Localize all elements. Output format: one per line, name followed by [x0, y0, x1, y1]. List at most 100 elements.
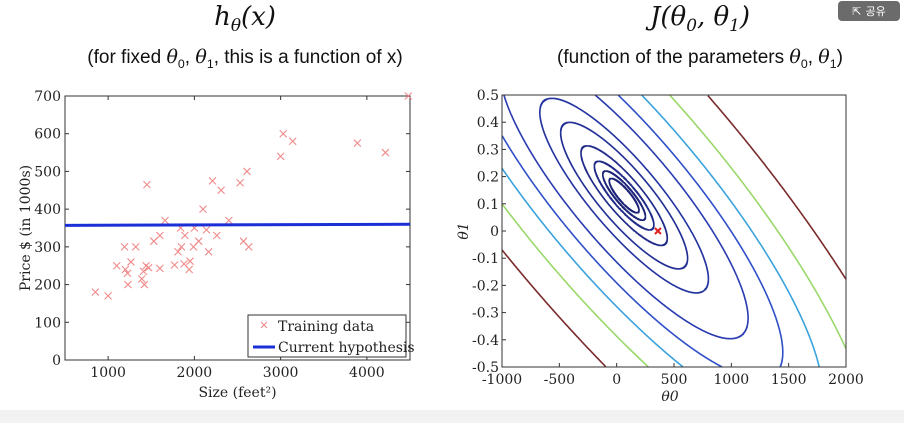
y-tick-label: -0.1: [472, 251, 499, 267]
x-tick-label: 3000: [263, 365, 299, 381]
training-data-point: [224, 216, 233, 225]
y-tick-label: -0.4: [472, 333, 499, 349]
contour-line: [503, 94, 749, 340]
share-label: 공유: [865, 5, 886, 18]
x-tick-label: 4000: [349, 365, 385, 381]
training-data-point: [194, 237, 203, 246]
y-tick-label: -0.5: [472, 360, 499, 376]
training-data-point: [170, 261, 179, 269]
contour-line: [539, 97, 710, 294]
training-data-point: [149, 237, 158, 246]
share-icon: ⇱: [852, 4, 862, 18]
y-tick-label: 0: [490, 224, 499, 240]
y-tick-label: 400: [34, 202, 61, 218]
left-subtitle: (for fixed θ0, θ1, this is a function of…: [87, 46, 403, 71]
y-tick-label: 0.3: [477, 142, 499, 158]
training-data-point: [243, 167, 251, 176]
y-tick-label: 0: [52, 353, 61, 369]
x-tick-label: 1500: [771, 372, 807, 388]
training-data-point: [137, 275, 146, 283]
left-title: hθ(x): [214, 2, 276, 36]
training-data-point: [202, 225, 211, 234]
hypothesis-line: [64, 222, 411, 227]
contour-line: [501, 94, 847, 368]
training-data-point: [131, 242, 140, 251]
contour-line: [593, 160, 655, 231]
training-data-point: [244, 242, 253, 251]
training-data-point: [112, 261, 121, 270]
training-data-point: [180, 231, 189, 240]
contour-line: [501, 94, 784, 368]
training-data-point: [91, 288, 100, 297]
y-axis-label: Price $ (in 1000s): [18, 165, 34, 291]
y-tick-label: 0.4: [477, 115, 499, 131]
x-tick-label: 1000: [90, 365, 126, 381]
legend-label-hypothesis: Current hypothesis: [278, 340, 415, 356]
training-data-point: [127, 258, 135, 266]
training-data-point: [185, 265, 194, 274]
right-title: J(θ0, θ1): [649, 2, 751, 36]
contour-line: [608, 177, 640, 214]
x-axis-label: θ0: [661, 389, 678, 405]
training-data-point: [199, 205, 207, 214]
x-tick-label: -1000: [482, 372, 522, 388]
contours: [501, 94, 847, 368]
x-tick-label: 1000: [714, 372, 750, 388]
x-tick-label: 0: [612, 372, 621, 388]
training-data-point: [123, 269, 132, 278]
training-data-point: [155, 231, 164, 240]
y-tick-label: -0.2: [472, 278, 499, 294]
contour-line: [501, 94, 820, 368]
training-data-point: [104, 291, 113, 300]
y-tick-label: 700: [34, 89, 61, 105]
x-tick-label: -500: [544, 372, 575, 388]
legend-label-training: Training data: [278, 319, 374, 335]
training-data-point: [186, 257, 194, 266]
training-data-point: [204, 247, 213, 256]
x-tick-label: 2000: [828, 372, 864, 388]
y-tick-label: 500: [34, 164, 61, 180]
training-data-point: [288, 137, 297, 146]
training-data-point: [212, 231, 221, 240]
legend-marker-training: [260, 321, 268, 329]
right-subtitle: (function of the parameters θ0, θ1): [557, 46, 843, 71]
y-tick-label: 200: [34, 278, 61, 294]
training-data-point: [139, 267, 148, 276]
x-axis-label: Size (feet²): [198, 385, 276, 401]
training-data-point: [381, 148, 390, 157]
contour-line: [501, 95, 847, 368]
legend-box: [247, 314, 407, 358]
training-data-point: [276, 152, 285, 161]
training-data-point: [143, 180, 151, 189]
training-data-point: [161, 216, 169, 225]
y-tick-label: 100: [34, 315, 61, 331]
contour-line: [559, 121, 689, 270]
y-axis-label: θ1: [456, 222, 472, 239]
training-data-point: [144, 263, 153, 272]
contour-line: [580, 145, 669, 247]
y-tick-label: 0.2: [477, 170, 499, 186]
training-data-point: [217, 186, 226, 195]
training-data-point: [121, 265, 130, 274]
y-tick-label: 300: [34, 240, 61, 256]
training-data-point: [174, 247, 182, 256]
y-tick-label: 600: [34, 127, 61, 143]
bottom-bar: [0, 410, 904, 423]
training-data-point: [124, 280, 132, 289]
share-button[interactable]: ⇱ 공유: [838, 1, 900, 21]
contour-chart: -1000 -500 0 500 1000 1500 2000 -0.5 -0.4 -0.3 -0.…: [456, 88, 864, 405]
legend: Training data Current hypothesis: [247, 314, 415, 358]
contour-line: [602, 170, 647, 221]
scatter-chart: 1000 2000 3000 4000 0 100 200 300 400 500 600 700 Si…: [18, 89, 415, 401]
training-data-point: [120, 242, 129, 251]
training-data-point: [404, 92, 413, 100]
training-data-point: [155, 264, 164, 273]
training-data-point: [236, 178, 244, 187]
x-tick-label: 2000: [177, 365, 213, 381]
plot-area: [502, 95, 846, 367]
training-data-point: [177, 242, 186, 251]
training-data-point: [279, 129, 288, 138]
training-data-point: [140, 280, 149, 289]
y-tick-label: 0.5: [477, 88, 499, 104]
training-data-point: [353, 139, 362, 148]
